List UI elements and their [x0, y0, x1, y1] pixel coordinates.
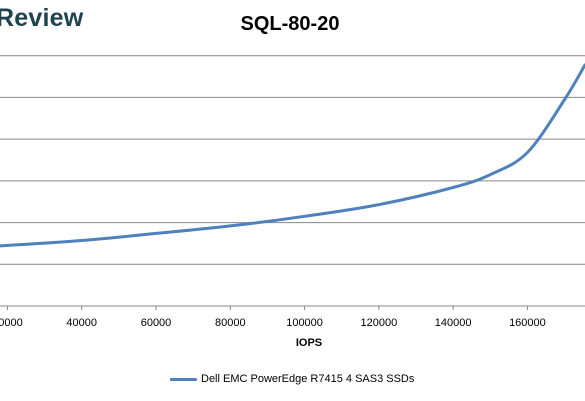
x-tick-label: 140000 [435, 317, 472, 329]
legend-swatch [170, 377, 197, 381]
x-tick-label: 60000 [141, 317, 172, 329]
x-axis-title: IOPS [296, 337, 322, 349]
x-tick-label: 80000 [215, 317, 246, 329]
legend: Dell EMC PowerEdge R7415 4 SAS3 SSDs [170, 373, 414, 385]
series-line [0, 63, 585, 248]
legend-label: Dell EMC PowerEdge R7415 4 SAS3 SSDs [201, 373, 415, 385]
x-tick-label: 120000 [360, 317, 397, 329]
x-tick-label: 160000 [509, 317, 546, 329]
x-tick-label: 20000 [0, 317, 23, 329]
chart-title: SQL-80-20 [240, 13, 340, 35]
x-tick-label: 100000 [286, 317, 323, 329]
x-tick-labels: 20000 40000 60000 80000 100000 120000 140000 16… [0, 306, 546, 329]
series-layer [0, 63, 585, 248]
brand-logo-text: Review [0, 4, 84, 32]
gridlines [0, 55, 585, 265]
x-tick-label: 40000 [66, 317, 97, 329]
